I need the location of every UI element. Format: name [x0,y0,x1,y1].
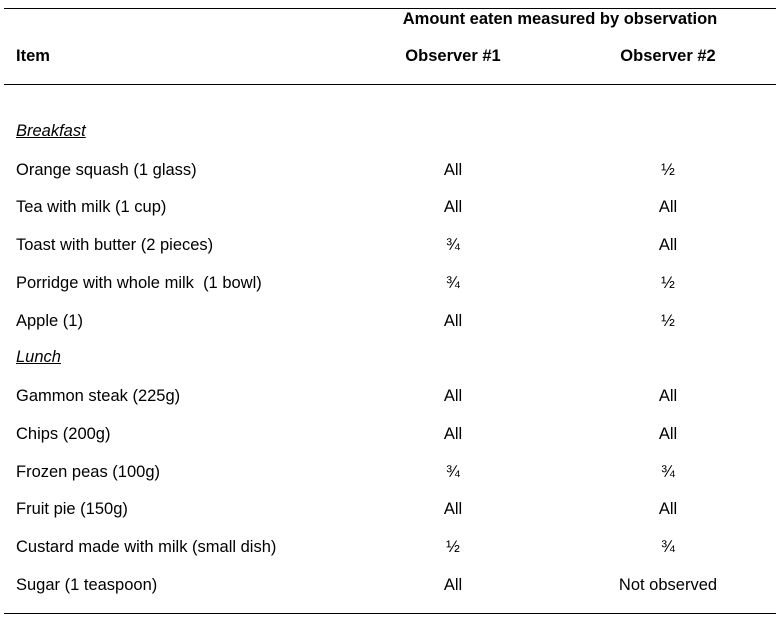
item-cell: Orange squash (1 glass) [16,161,197,179]
item-cell: Tea with milk (1 cup) [16,198,167,216]
header-rule [4,84,776,85]
item-cell: Fruit pie (150g) [16,500,128,518]
observer1-cell: ¾ [446,463,460,481]
observer2-cell: ½ [661,161,675,179]
observer2-cell: All [658,387,678,405]
observer2-cell: Not observed [618,576,718,594]
item-cell: Gammon steak (225g) [16,387,181,405]
item-cell: Chips (200g) [16,425,111,443]
observer1-cell: All [443,576,463,594]
observer1-cell: ¾ [446,236,460,254]
item-cell: Custard made with milk (small dish) [16,538,277,556]
item-cell: Sugar (1 teaspoon) [16,576,158,594]
observer2-cell: ¾ [661,538,675,556]
observer2-cell: All [658,236,678,254]
observer1-cell: All [443,198,463,216]
bottom-rule [4,613,776,614]
observer1-cell: All [443,312,463,330]
observer1-column-header: Observer #1 [405,47,501,65]
section-title-breakfast: Breakfast [16,122,86,140]
item-cell: Porridge with whole milk (1 bowl) [16,274,262,292]
observer1-cell: ¾ [446,274,460,292]
observer2-cell: ½ [661,312,675,330]
observer1-cell: ½ [446,538,460,556]
observer1-cell: All [443,425,463,443]
group-header: Amount eaten measured by observation [402,10,718,28]
observer2-cell: All [658,198,678,216]
item-cell: Apple (1) [16,312,83,330]
observer2-cell: All [658,500,678,518]
observer2-cell: All [658,425,678,443]
observer1-cell: All [443,500,463,518]
observer2-cell: ¾ [661,463,675,481]
section-title-lunch: Lunch [16,348,61,366]
item-cell: Frozen peas (100g) [16,463,160,481]
top-rule [4,8,776,9]
observer1-cell: All [443,161,463,179]
item-column-header: Item [16,47,50,65]
item-cell: Toast with butter (2 pieces) [16,236,214,254]
observer1-cell: All [443,387,463,405]
observer2-column-header: Observer #2 [620,47,716,65]
observer2-cell: ½ [661,274,675,292]
